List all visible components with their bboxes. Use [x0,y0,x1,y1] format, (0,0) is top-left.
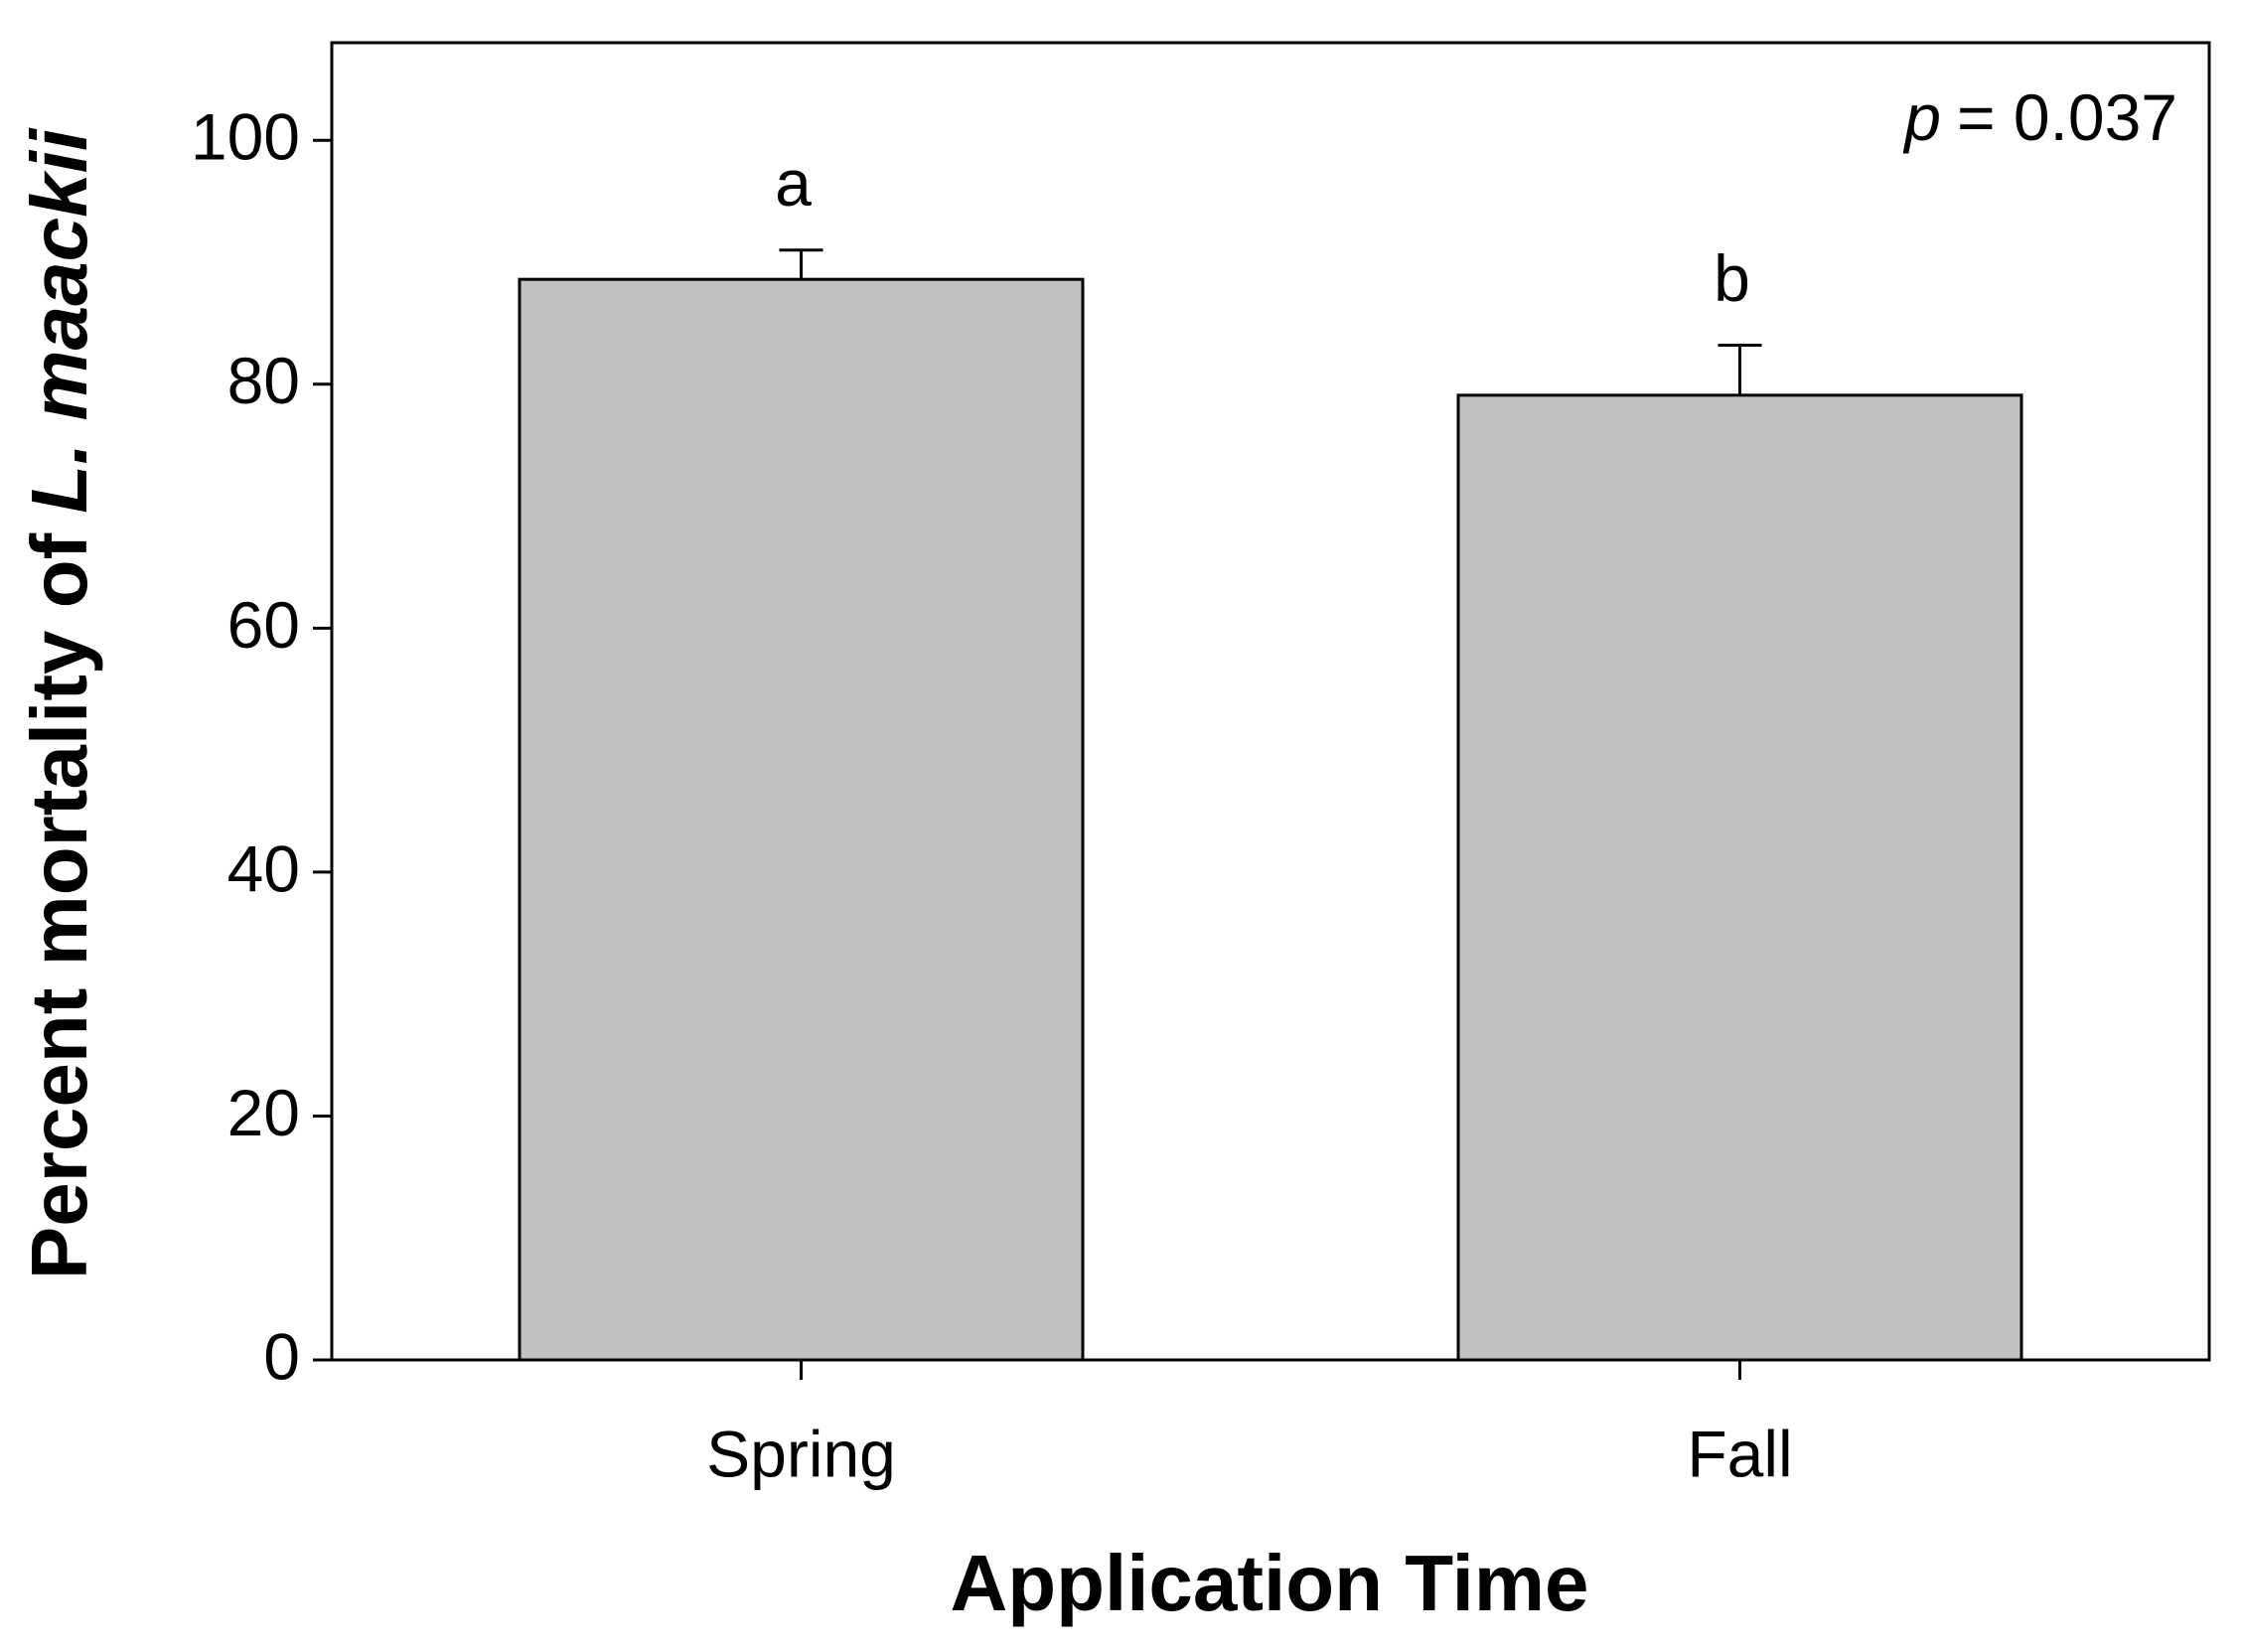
x-tick-label: Spring [706,1417,896,1490]
y-tick-label: 100 [191,100,300,174]
significance-letter: b [1714,241,1750,315]
y-tick-label: 0 [263,1319,300,1393]
y-tick-label: 20 [227,1076,300,1149]
y-axis-title: Percent mortality of L. maackii [15,127,103,1279]
bar [1456,393,2023,1362]
bar [518,277,1085,1362]
x-axis-title: Application Time [950,1539,1588,1627]
y-tick-label: 60 [227,588,300,662]
error-bar [1718,343,1762,395]
p-value-text: = 0.037 [1957,80,2177,154]
y-axis-title-text: Percent mortality of [15,532,103,1279]
y-tick-label: 80 [227,344,300,417]
y-axis-title-species: L. maackii [15,127,103,514]
p-symbol: p [1902,80,1941,154]
y-tick-label: 40 [227,831,300,905]
error-bar [779,248,823,280]
significance-letter: a [775,146,812,220]
plot-frame [330,41,2211,1362]
p-value: p = 0.037 [1902,80,2177,154]
x-tick-label: Fall [1687,1417,1792,1490]
